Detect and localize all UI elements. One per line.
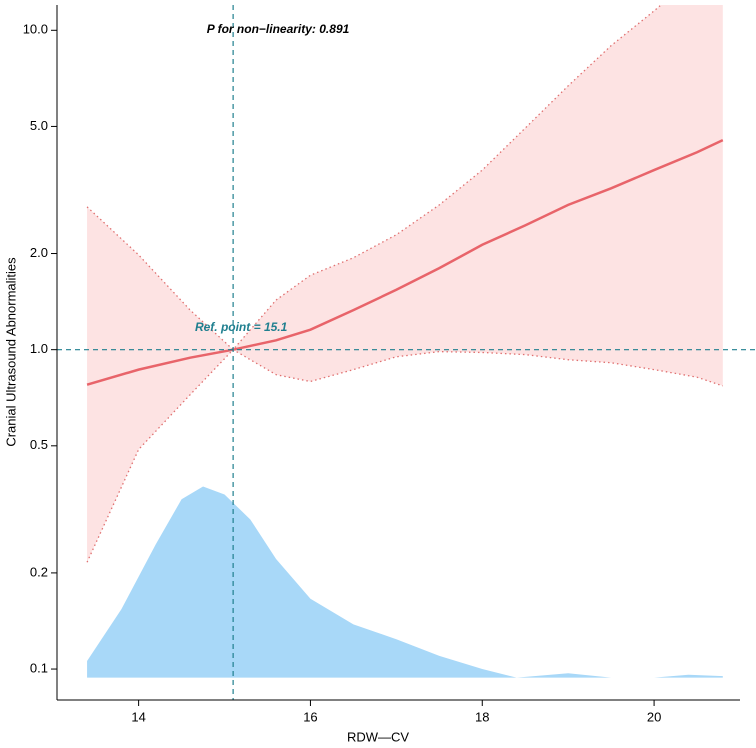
y-tick-label: 5.0 xyxy=(30,118,48,133)
ci-lower xyxy=(86,348,724,563)
x-tick-label: 16 xyxy=(303,709,317,724)
ci-band xyxy=(87,5,723,563)
estimate-line xyxy=(86,138,724,386)
y-tick-label: 10.0 xyxy=(23,22,48,37)
y-tick-label: 0.5 xyxy=(30,437,48,452)
y-axis-label: Cranial Ultrasound Abnormalities xyxy=(3,257,18,447)
y-tick-label: 1.0 xyxy=(30,341,48,356)
annotation: P for non−linearity: 0.891 xyxy=(207,22,350,36)
x-axis-label: RDW—CV xyxy=(347,729,409,744)
x-tick-label: 14 xyxy=(131,709,145,724)
density xyxy=(87,486,723,678)
y-tick-label: 0.1 xyxy=(30,660,48,675)
ref-label: Ref. point = 15.1 xyxy=(195,320,288,334)
x-tick-label: 18 xyxy=(475,709,489,724)
y-tick-label: 0.2 xyxy=(30,564,48,579)
x-tick-label: 20 xyxy=(647,709,661,724)
plot-area xyxy=(57,5,756,700)
y-tick-label: 2.0 xyxy=(30,245,48,260)
